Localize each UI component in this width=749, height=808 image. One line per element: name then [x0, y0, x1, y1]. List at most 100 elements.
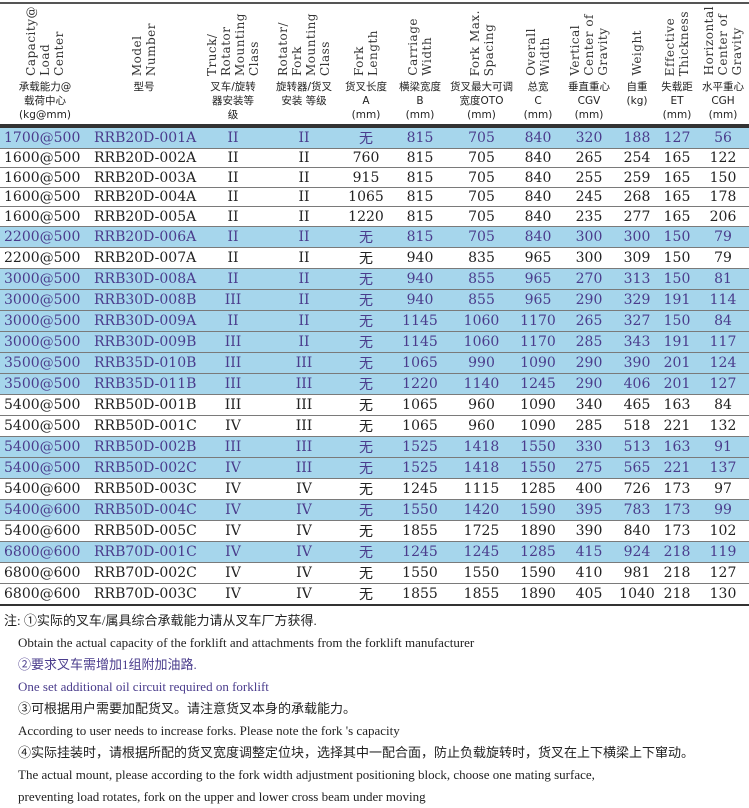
table-cell: RRB35D-010B [90, 352, 198, 374]
column-header: Effective Thickness 失载距 ET (mm) [657, 4, 697, 128]
table-cell: IV [268, 541, 340, 563]
table-cell: 1060 [448, 331, 515, 353]
table-cell: RRB20D-001A [90, 125, 198, 149]
table-cell: 1418 [448, 457, 515, 479]
table-cell: 97 [697, 478, 749, 500]
table-cell: 960 [448, 415, 515, 437]
table-cell: RRB20D-006A [90, 226, 198, 248]
column-header: Truck/ Rotator Mounting Class 叉车/旋转 器安装等 … [198, 4, 268, 128]
table-cell: 300 [617, 226, 657, 248]
table-row: 5400@600 RRB50D-005C IV IV 无 1855 1725 1890 390 8… [0, 520, 749, 542]
table-cell: 5400@600 [0, 520, 90, 542]
table-cell: III [198, 436, 268, 458]
table-cell: 840 [515, 206, 561, 227]
column-header-zh: 型号 [133, 80, 155, 93]
table-cell: 410 [561, 562, 617, 584]
table-cell: II [198, 226, 268, 248]
table-cell: 1065 [392, 394, 448, 416]
table-cell: 127 [657, 125, 697, 149]
table-cell: 117 [697, 331, 749, 353]
table-cell: 6800@600 [0, 583, 90, 606]
table-cell: 191 [657, 289, 697, 311]
table-row: 5400@500 RRB50D-001C IV III 无 1065 960 1090 285 5… [0, 415, 749, 437]
table-cell: RRB30D-009B [90, 331, 198, 353]
table-cell: 815 [392, 148, 448, 169]
column-header-en: Carriage Width [406, 18, 434, 76]
table-cell: RRB30D-009A [90, 310, 198, 332]
table-cell: 2200@500 [0, 226, 90, 248]
table-cell: 965 [515, 268, 561, 290]
table-cell: 1285 [515, 478, 561, 500]
table-cell: IV [198, 478, 268, 500]
table-cell: 99 [697, 499, 749, 521]
table-cell: 840 [617, 520, 657, 542]
table-cell: 173 [657, 478, 697, 500]
column-header-en: Fork Max. Spacing [467, 9, 496, 76]
table-cell: 390 [617, 352, 657, 374]
table-cell: 1855 [392, 583, 448, 606]
table-cell: 6800@600 [0, 541, 90, 563]
table-cell: 400 [561, 478, 617, 500]
table-cell: 1065 [340, 187, 392, 208]
table-row: 3500@500 RRB35D-011B III III 无 1220 1140 1245 29… [0, 373, 749, 395]
table-cell: 940 [392, 247, 448, 269]
table-cell: II [268, 331, 340, 353]
table-cell: 300 [561, 226, 617, 248]
table-row: 5400@500 RRB50D-002B III III 无 1525 1418 1550 33… [0, 436, 749, 458]
column-header: Capacity@ Load Center 承载能力@ 载荷中心 (kg@mm) [0, 4, 90, 128]
table-cell: RRB30D-008B [90, 289, 198, 311]
table-cell: 114 [697, 289, 749, 311]
table-cell: 465 [617, 394, 657, 416]
table-cell: 1245 [392, 478, 448, 500]
table-cell: 329 [617, 289, 657, 311]
table-cell: 395 [561, 499, 617, 521]
table-cell: 79 [697, 247, 749, 269]
table-cell: 840 [515, 125, 561, 149]
table-cell: 405 [561, 583, 617, 606]
table-cell: 122 [697, 148, 749, 169]
table-cell: 1550 [448, 562, 515, 584]
table-cell: 6800@600 [0, 562, 90, 584]
table-cell: 960 [448, 394, 515, 416]
column-header-zh: 水平重心 CGH (mm) [702, 80, 744, 121]
table-row: 3000@500 RRB30D-008B III II 无 940 855 965 290 329… [0, 289, 749, 311]
column-header-zh: 失载距 ET (mm) [661, 80, 693, 121]
table-cell: III [268, 415, 340, 437]
table-cell: 268 [617, 187, 657, 208]
table-cell: 320 [561, 125, 617, 149]
table-cell: 无 [340, 457, 392, 479]
table-cell: 254 [617, 148, 657, 169]
note-4-en-line2: preventing load rotates, fork on the upp… [18, 788, 426, 804]
table-cell: 188 [617, 125, 657, 149]
notes: 注: ①实际的叉车/属具综合承载能力请从叉车厂方获得. Obtain the a… [4, 610, 745, 808]
column-header-zh: 旋转器/货叉 安装 等级 [275, 80, 333, 107]
table-cell: IV [268, 499, 340, 521]
table-row: 6800@600 RRB70D-002C IV IV 无 1550 1550 1590 410 9… [0, 562, 749, 584]
table-cell: 1550 [392, 562, 448, 584]
table-row: 2200@500 RRB20D-007A II II 无 940 835 965 300 309 1… [0, 247, 749, 269]
table-cell: 150 [657, 310, 697, 332]
header-row: Capacity@ Load Center 承载能力@ 载荷中心 (kg@mm) M… [0, 4, 749, 128]
table-cell: 150 [657, 226, 697, 248]
table-cell: IV [198, 415, 268, 437]
table-cell: 1245 [515, 373, 561, 395]
table-row: 1600@500 RRB20D-005A II II 1220 815 705 840 235 2… [0, 206, 749, 227]
table-cell: 无 [340, 289, 392, 311]
table-cell: 1145 [392, 310, 448, 332]
table-cell: 259 [617, 167, 657, 188]
table-cell: 2200@500 [0, 247, 90, 269]
table-cell: 840 [515, 148, 561, 169]
table-cell: 290 [561, 373, 617, 395]
table-row: 3000@500 RRB30D-009B III II 无 1145 1060 1170 285… [0, 331, 749, 353]
table-cell: 3000@500 [0, 331, 90, 353]
table-cell: 81 [697, 268, 749, 290]
table-cell: 84 [697, 394, 749, 416]
table-cell: II [268, 226, 340, 248]
table-cell: 235 [561, 206, 617, 227]
table-cell: 855 [448, 289, 515, 311]
table-cell: 218 [657, 562, 697, 584]
column-header: Weight 自重 (kg) [617, 4, 657, 128]
table-cell: 137 [697, 457, 749, 479]
table-cell: 1418 [448, 436, 515, 458]
table-cell: II [198, 247, 268, 269]
